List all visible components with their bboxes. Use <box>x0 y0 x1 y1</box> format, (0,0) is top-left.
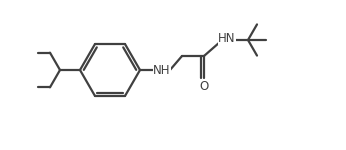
Text: NH: NH <box>153 63 171 76</box>
Text: HN: HN <box>218 32 236 45</box>
Text: O: O <box>199 80 209 93</box>
